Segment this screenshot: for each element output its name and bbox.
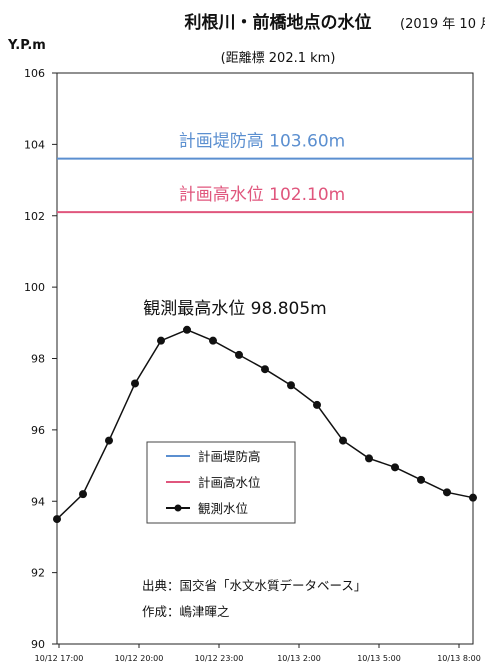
y-tick-label: 92 [31, 567, 45, 580]
series-group [53, 325, 477, 524]
data-point [79, 490, 87, 499]
data-point [339, 436, 347, 445]
reference-line-label: 計画堤防高 103.60m [179, 132, 345, 152]
x-tick-label: 10/13 8:00 [437, 654, 481, 663]
x-tick-label: 10/13 5:00 [357, 654, 401, 663]
legend-label: 計画堤防高 [198, 449, 261, 464]
chart-title: 利根川・前橋地点の水位 [185, 12, 372, 33]
data-point [443, 488, 451, 497]
x-tick-label: 10/13 2:00 [277, 654, 321, 663]
y-tick-label: 94 [31, 495, 45, 508]
x-tick-label: 10/12 17:00 [35, 654, 84, 663]
legend-label: 観測水位 [198, 501, 248, 516]
data-point [261, 365, 269, 374]
y-tick-label: 102 [24, 210, 45, 223]
data-point [53, 515, 61, 524]
x-axis-ticks: 10/12 17:00 10/12 20:00 10/12 23:00 10/13 2… [35, 644, 481, 663]
data-point [365, 454, 373, 463]
data-point [209, 336, 217, 345]
source-line: 出典：国交省「水文水質データベース」 [142, 578, 366, 593]
chart-subtitle: (距離標 202.1 km) [221, 51, 336, 66]
x-tick-label: 10/12 23:00 [195, 654, 244, 663]
data-point [131, 379, 139, 388]
reference-line-label: 計画高水位 102.10m [179, 185, 345, 205]
legend-label: 計画高水位 [198, 475, 261, 490]
y-tick-label: 104 [24, 138, 45, 151]
data-point [287, 381, 295, 390]
legend-marker [174, 504, 182, 512]
data-point [313, 400, 321, 409]
chart-title-suffix: (2019 年 10 月) [400, 17, 485, 32]
y-axis-ticks: 90 92 94 96 98 100 102 104 106 [24, 67, 57, 651]
y-unit-label: Y.P.m [7, 38, 46, 53]
data-point [469, 493, 477, 502]
data-point [157, 336, 165, 345]
y-tick-label: 90 [31, 638, 45, 651]
data-point [391, 463, 399, 472]
source-line: 作成：嶋津暉之 [142, 604, 230, 619]
x-tick-label: 10/12 20:00 [115, 654, 164, 663]
reference-lines: 計画堤防高 103.60m 計画高水位 102.10m [57, 132, 473, 214]
y-tick-label: 98 [31, 353, 45, 366]
annotation-label: 観測最高水位 98.805m [143, 299, 326, 319]
y-tick-label: 96 [31, 424, 45, 437]
annotations: 観測最高水位 98.805m [143, 299, 326, 319]
data-point [417, 475, 425, 484]
y-tick-label: 100 [24, 281, 45, 294]
y-tick-label: 106 [24, 67, 45, 80]
data-point [235, 350, 243, 359]
data-point [183, 325, 191, 334]
source-credit: 出典：国交省「水文水質データベース」作成：嶋津暉之 [142, 578, 366, 619]
data-point [105, 436, 113, 445]
